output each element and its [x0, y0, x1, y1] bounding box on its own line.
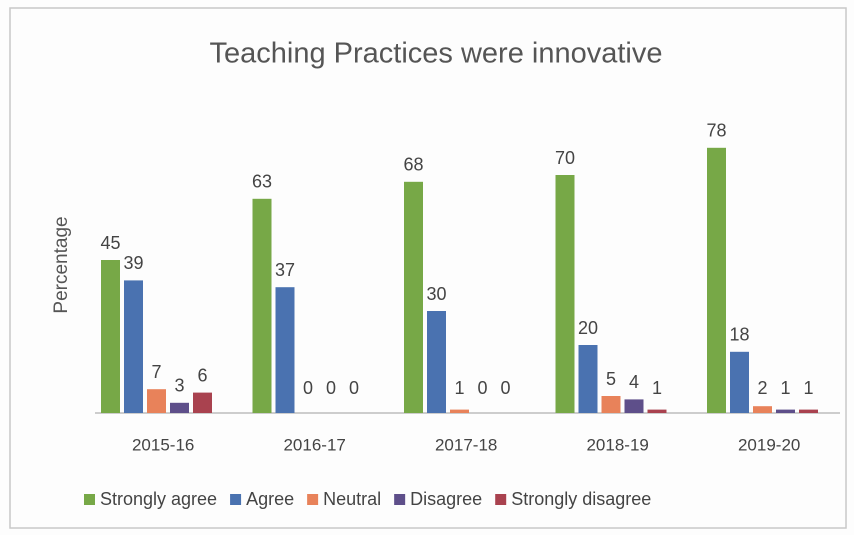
bar — [799, 409, 818, 413]
bar — [147, 389, 166, 413]
bar — [101, 260, 120, 413]
legend-swatch — [307, 494, 319, 505]
x-tick-label: 2017-18 — [435, 435, 497, 454]
value-label: 18 — [729, 325, 749, 345]
bar — [427, 311, 446, 413]
value-label: 2 — [757, 378, 767, 398]
bar — [776, 409, 795, 413]
bar — [578, 345, 598, 413]
value-label: 7 — [151, 362, 161, 382]
value-label: 0 — [349, 378, 359, 398]
value-label: 3 — [174, 376, 184, 396]
bar — [450, 409, 469, 413]
value-label: 70 — [555, 148, 575, 168]
value-label: 20 — [578, 318, 598, 338]
legend-swatch — [230, 494, 242, 505]
x-tick-label: 2015-16 — [132, 435, 194, 454]
value-label: 1 — [803, 378, 813, 398]
bar — [404, 181, 423, 413]
legend-swatch — [84, 494, 95, 505]
bar — [555, 175, 575, 413]
value-label: 6 — [197, 365, 207, 385]
value-label: 1 — [652, 378, 662, 398]
bar — [647, 409, 667, 413]
bar — [124, 280, 143, 413]
value-label: 68 — [403, 155, 423, 175]
bar — [730, 351, 749, 413]
legend-swatch — [495, 494, 507, 505]
value-label: 1 — [780, 378, 790, 398]
legend-swatch — [394, 494, 406, 505]
legend-label: Agree — [246, 489, 294, 509]
bar — [707, 147, 726, 414]
x-tick-label: 2018-19 — [586, 435, 648, 454]
bar — [601, 396, 621, 413]
value-label: 0 — [477, 378, 487, 398]
value-label: 45 — [100, 233, 120, 253]
x-tick-label: 2016-17 — [283, 435, 345, 454]
legend-label: Neutral — [323, 489, 381, 509]
x-tick-label: 2019-20 — [738, 435, 800, 454]
y-axis-label: Percentage — [51, 216, 72, 313]
bar — [252, 198, 272, 413]
legend-label: Disagree — [410, 489, 482, 509]
value-label: 39 — [123, 253, 143, 273]
value-label: 4 — [629, 372, 639, 392]
legend-label: Strongly disagree — [511, 489, 651, 509]
bar — [275, 287, 295, 413]
value-label: 30 — [426, 284, 446, 304]
value-label: 37 — [275, 260, 295, 280]
chart-title: Teaching Practices were innovative — [210, 38, 663, 70]
chart-frame — [9, 7, 847, 529]
value-label: 0 — [326, 378, 336, 398]
value-label: 78 — [706, 121, 726, 141]
value-label: 0 — [303, 378, 313, 398]
legend-label: Strongly agree — [100, 489, 217, 509]
bar — [624, 399, 644, 413]
value-label: 0 — [500, 378, 510, 398]
bar — [170, 402, 189, 413]
value-label: 1 — [454, 378, 464, 398]
value-label: 63 — [252, 172, 272, 192]
bar — [753, 406, 772, 413]
value-label: 5 — [606, 369, 616, 389]
bar — [193, 392, 212, 413]
